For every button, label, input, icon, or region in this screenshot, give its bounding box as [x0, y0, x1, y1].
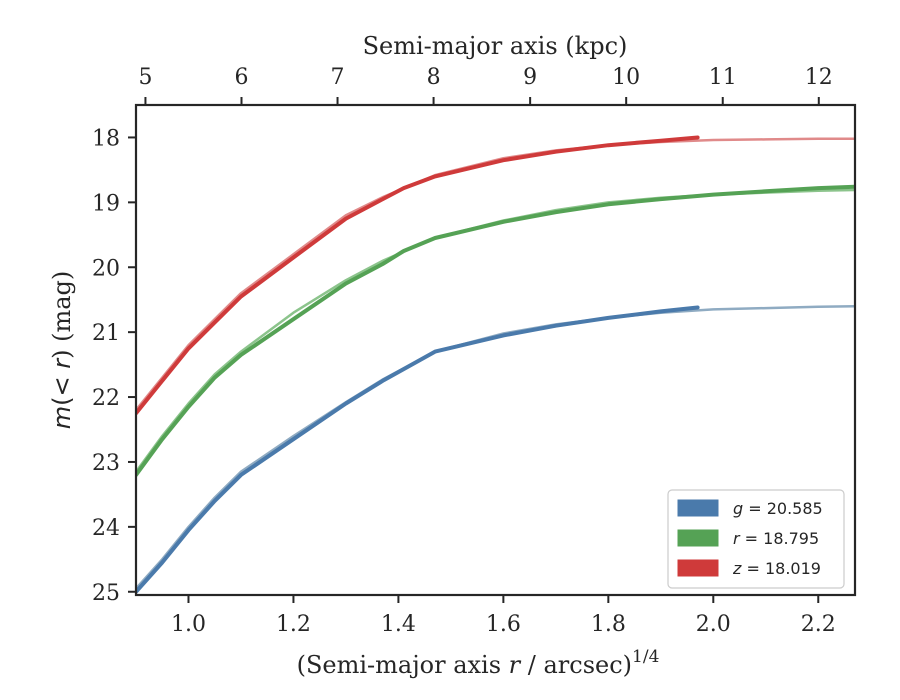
- top-tick-label: 9: [523, 65, 537, 90]
- top-tick-label: 8: [427, 65, 441, 90]
- legend-variable: r: [733, 529, 741, 548]
- series-z-model-line: [136, 137, 855, 412]
- y-tick-label: 19: [92, 191, 120, 216]
- legend-label-r: r = 18.795: [733, 529, 819, 548]
- series-layer: [136, 135, 855, 594]
- y-axis-title-variable: m: [48, 406, 76, 429]
- top-tick-label: 10: [612, 65, 640, 90]
- x-axis-title-variable: r: [509, 651, 522, 679]
- legend-swatch-r: [677, 529, 719, 547]
- y-tick-label: 23: [92, 451, 120, 476]
- x-tick-label: 1.4: [381, 612, 416, 637]
- series-g-line: [136, 305, 700, 594]
- y-axis-title-variable-2: r: [48, 357, 76, 369]
- legend-label-z: z = 18.019: [732, 559, 821, 578]
- legend-label-g: g = 20.585: [733, 499, 823, 518]
- x-tick-label: 1.0: [171, 612, 206, 637]
- top-x-axis: 5 6 7 8 9 10 11 12: [138, 65, 833, 105]
- series-r-line: [136, 184, 855, 477]
- legend-variable: z: [732, 559, 742, 578]
- x-tick-label: 1.2: [276, 612, 311, 637]
- top-x-axis-title: Semi-major axis (kpc): [363, 32, 628, 60]
- x-tick-label: 1.6: [486, 612, 521, 637]
- y-tick-label: 21: [92, 321, 120, 346]
- legend-variable: g: [733, 499, 743, 518]
- series-z-line: [136, 135, 700, 416]
- legend-swatch-z: [677, 559, 719, 577]
- x-tick-label: 1.8: [591, 612, 626, 637]
- x-axis-title-suffix: / arcsec): [520, 651, 632, 679]
- y-tick-label: 18: [92, 126, 120, 151]
- y-tick-label: 24: [92, 516, 120, 541]
- legend-value: = 20.585: [743, 499, 823, 518]
- y-axis-title-mid: (<: [48, 369, 76, 406]
- y-axis-title-suffix: ) (mag): [48, 271, 76, 359]
- y-tick-label: 25: [92, 581, 120, 606]
- x-tick-label: 2.2: [801, 612, 836, 637]
- top-tick-label: 11: [709, 65, 737, 90]
- x-tick-label: 2.0: [696, 612, 731, 637]
- x-axis-title-prefix: (Semi-major axis: [297, 651, 509, 679]
- legend-value: = 18.019: [741, 559, 821, 578]
- y-axis-title: m(< r) (mag): [48, 271, 76, 430]
- x-axis-title-exponent: 1/4: [632, 647, 659, 667]
- legend-value: = 18.795: [740, 529, 820, 548]
- legend-swatch-g: [677, 499, 719, 517]
- bottom-x-axis: 1.0 1.2 1.4 1.6 1.8 2.0 2.2: [171, 595, 836, 637]
- series-r-model-line: [136, 188, 855, 473]
- x-axis-title: (Semi-major axis r / arcsec)1/4: [297, 647, 660, 679]
- y-tick-label: 22: [92, 386, 120, 411]
- plot-frame: [134, 103, 857, 597]
- y-axis: 18 19 20 21 22 23 24 25: [92, 126, 136, 606]
- y-tick-label: 20: [92, 256, 120, 281]
- top-tick-label: 5: [138, 65, 152, 90]
- top-tick-label: 7: [331, 65, 345, 90]
- top-tick-label: 12: [805, 65, 833, 90]
- top-tick-label: 6: [234, 65, 248, 90]
